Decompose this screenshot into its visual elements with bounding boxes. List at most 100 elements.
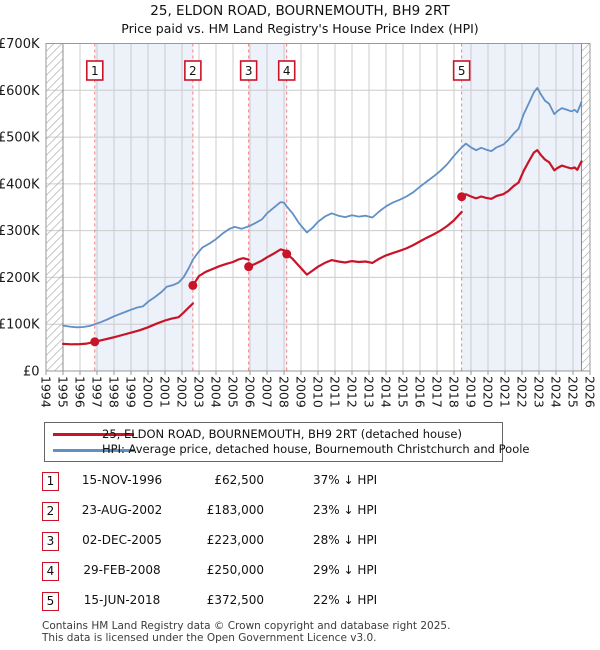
hatch-no-data xyxy=(45,274,64,292)
hatch-no-data xyxy=(45,43,55,52)
sale-dot xyxy=(282,249,292,259)
x-tick-label: 2008 xyxy=(277,376,292,408)
legend-row-property: 25, ELDON ROAD, BOURNEMOUTH, BH9 2RT (de… xyxy=(45,427,502,441)
ownership-band xyxy=(248,43,287,371)
chart-legend: 25, ELDON ROAD, BOURNEMOUTH, BH9 2RT (de… xyxy=(44,422,530,462)
property-line xyxy=(247,248,288,268)
footer-line-1: Contains HM Land Registry data © Crown c… xyxy=(42,620,451,632)
hatch-no-data xyxy=(581,290,591,300)
sale-marker-box xyxy=(85,60,104,81)
hatch-no-data xyxy=(581,354,591,364)
hatch-no-data xyxy=(45,330,64,348)
sale-price: £372,500 xyxy=(206,593,264,607)
hatch-no-data xyxy=(45,106,64,124)
y-tick-label: £100K xyxy=(0,318,40,333)
hatch-no-data xyxy=(581,58,591,68)
y-tick-label: £300K xyxy=(0,224,40,239)
x-tick-label: 2020 xyxy=(481,376,496,408)
sale-marker-box xyxy=(277,60,296,81)
hatch-no-data xyxy=(581,82,591,92)
x-tick-label: 1998 xyxy=(107,376,122,408)
x-tick-label: 2011 xyxy=(328,376,343,408)
x-tick-label: 2026 xyxy=(583,376,598,408)
y-tick-label: £700K xyxy=(0,37,40,52)
hatch-no-data xyxy=(581,266,591,276)
sale-date: 02-DEC-2005 xyxy=(82,533,162,547)
x-tick-label: 2005 xyxy=(226,376,241,408)
sale-marker-box xyxy=(184,60,202,81)
hatch-no-data xyxy=(45,258,64,276)
property-line-swatch xyxy=(53,433,134,436)
hatch-no-data xyxy=(581,362,591,372)
x-tick-label: 1995 xyxy=(56,376,71,408)
hatch-no-data xyxy=(45,202,64,220)
hatch-no-data xyxy=(45,43,63,60)
hatch-no-data xyxy=(45,210,64,228)
sale-marker-box xyxy=(239,60,258,81)
sale-date: 15-JUN-2018 xyxy=(83,593,161,607)
hatch-no-data xyxy=(581,274,591,284)
hatch-no-data xyxy=(581,202,591,212)
x-tick-label: 2007 xyxy=(260,376,275,408)
hatch-no-data xyxy=(45,234,64,252)
sale-vs-hpi: 22% ↓ HPI xyxy=(313,593,378,607)
hatch-no-data xyxy=(581,138,591,148)
hatch-no-data xyxy=(45,322,64,340)
hatch-no-data xyxy=(45,346,64,364)
sale-number-badge: 1 xyxy=(42,472,59,491)
hatch-no-data xyxy=(45,186,64,204)
hatch-no-data xyxy=(45,58,64,76)
hatch-no-data xyxy=(581,98,591,108)
x-tick-label: 2019 xyxy=(464,376,479,408)
hatch-no-data xyxy=(45,98,64,116)
sale-marker-box xyxy=(452,60,471,81)
hatch-no-data xyxy=(581,218,591,228)
hatch-no-data xyxy=(45,226,64,244)
hpi-line xyxy=(62,87,583,329)
sale-dot xyxy=(457,192,467,202)
x-tick-label: 2023 xyxy=(532,376,547,408)
hatch-no-data xyxy=(581,242,591,252)
x-tick-label: 2013 xyxy=(362,376,377,408)
hatch-no-data xyxy=(45,242,64,260)
sale-price: £183,000 xyxy=(206,503,264,517)
hatch-no-data xyxy=(581,170,591,180)
x-tick-label: 2025 xyxy=(566,376,581,408)
hatch-no-data xyxy=(581,194,591,204)
hatch-no-data xyxy=(581,210,591,220)
x-tick-label: 2016 xyxy=(413,376,428,408)
hatch-no-data xyxy=(581,314,591,324)
footer-line-2: This data is licensed under the Open Gov… xyxy=(42,632,377,644)
sale-number-badge: 2 xyxy=(42,502,59,521)
x-tick-label: 2017 xyxy=(430,376,445,408)
hatch-no-data xyxy=(581,90,591,100)
hatch-no-data xyxy=(45,90,64,108)
hatch-no-data xyxy=(581,258,591,268)
sale-dot xyxy=(90,337,100,347)
hatch-no-data xyxy=(45,74,64,92)
hatch-no-data xyxy=(45,138,64,156)
x-tick-label: 2003 xyxy=(192,376,207,408)
hatch-no-data xyxy=(45,146,64,164)
table-row: 3 02-DEC-2005 £223,000 28% ↓ HPI xyxy=(40,531,560,561)
ownership-band xyxy=(94,43,193,371)
sale-dot xyxy=(188,280,198,290)
hatch-no-data xyxy=(45,130,64,148)
legend-label-hpi: HPI: Average price, detached house, Bour… xyxy=(102,442,530,456)
hatch-no-data xyxy=(581,106,591,116)
hatch-no-data xyxy=(45,170,64,188)
table-row: 1 15-NOV-1996 £62,500 37% ↓ HPI xyxy=(40,471,560,501)
hatch-no-data xyxy=(45,194,64,212)
x-tick-label: 2024 xyxy=(549,376,564,408)
legend-label-property: 25, ELDON ROAD, BOURNEMOUTH, BH9 2RT (de… xyxy=(102,427,462,441)
hatch-no-data xyxy=(581,146,591,156)
hatch-no-data xyxy=(45,66,64,84)
hatch-no-data xyxy=(45,266,64,284)
sale-price: £223,000 xyxy=(206,533,264,547)
y-tick-label: £200K xyxy=(0,271,40,286)
sale-vs-hpi: 23% ↓ HPI xyxy=(313,503,378,517)
table-row: 2 23-AUG-2002 £183,000 23% ↓ HPI xyxy=(40,501,560,531)
hatch-no-data xyxy=(45,50,64,68)
sale-marker-number: 4 xyxy=(283,64,291,78)
hatch-no-data xyxy=(45,282,64,300)
